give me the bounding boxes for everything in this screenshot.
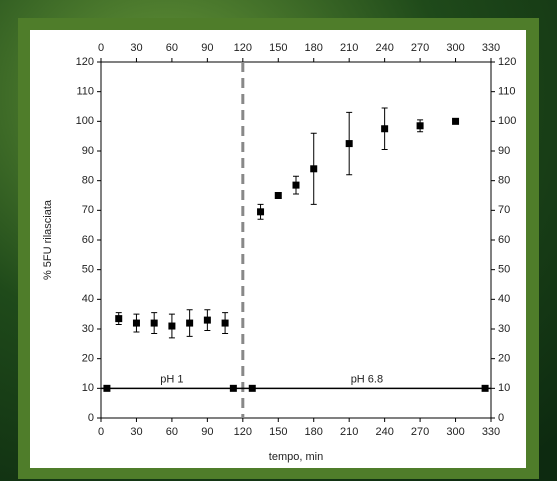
- y2-tick-label: 60: [498, 234, 510, 246]
- y-tick-label: 30: [82, 323, 94, 335]
- x-tick-label: 30: [130, 426, 142, 438]
- x-tick-label: 60: [166, 426, 178, 438]
- x-tick-label: 330: [482, 426, 500, 438]
- y2-tick-label: 100: [498, 115, 516, 127]
- x2-tick-label: 180: [305, 42, 323, 54]
- x2-tick-label: 240: [375, 42, 393, 54]
- x2-tick-label: 0: [98, 42, 104, 54]
- x2-tick-label: 90: [201, 42, 213, 54]
- x-tick-label: 180: [305, 426, 323, 438]
- annotation: pH 1: [160, 373, 183, 385]
- data-point: [452, 117, 460, 125]
- y-tick-label: 80: [82, 175, 94, 187]
- data-point: [103, 384, 111, 392]
- y-tick-label: 110: [76, 86, 94, 98]
- data-point: [381, 125, 389, 133]
- x-tick-label: 120: [234, 426, 252, 438]
- x2-tick-label: 30: [130, 42, 142, 54]
- y2-tick-label: 30: [498, 323, 510, 335]
- data-point: [248, 384, 256, 392]
- data-point: [229, 384, 237, 392]
- x-tick-label: 0: [98, 426, 104, 438]
- data-point: [274, 192, 282, 199]
- x-axis-label: tempo, min: [269, 451, 323, 463]
- y-tick-label: 20: [82, 353, 94, 365]
- x2-tick-label: 150: [269, 42, 287, 54]
- y2-tick-label: 120: [498, 56, 516, 68]
- x-tick-label: 210: [340, 426, 358, 438]
- y-tick-label: 60: [82, 234, 94, 246]
- data-point: [310, 165, 318, 173]
- data-point: [292, 181, 300, 189]
- data-point: [416, 122, 424, 130]
- y-tick-label: 40: [82, 293, 94, 305]
- x2-tick-label: 120: [234, 42, 252, 54]
- y-tick-label: 100: [76, 115, 94, 127]
- x2-tick-label: 270: [411, 42, 429, 54]
- x-tick-label: 270: [411, 426, 429, 438]
- y2-tick-label: 0: [498, 412, 504, 424]
- data-point: [150, 319, 158, 327]
- data-point: [257, 208, 265, 216]
- annotation: pH 6.8: [351, 373, 383, 385]
- panel: [30, 30, 526, 468]
- y2-tick-label: 20: [498, 353, 510, 365]
- y2-tick-label: 40: [498, 293, 510, 305]
- data-point: [115, 315, 123, 323]
- y2-tick-label: 80: [498, 175, 510, 187]
- y2-tick-label: 90: [498, 145, 510, 157]
- y2-tick-label: 50: [498, 264, 510, 276]
- y2-tick-label: 70: [498, 204, 510, 216]
- x2-tick-label: 300: [446, 42, 464, 54]
- x-tick-label: 150: [269, 426, 287, 438]
- data-point: [186, 319, 194, 327]
- y-axis-label: % 5FU rilasciata: [42, 199, 54, 280]
- y-tick-label: 70: [82, 204, 94, 216]
- x2-tick-label: 210: [340, 42, 358, 54]
- y2-tick-label: 10: [498, 382, 510, 394]
- data-point: [221, 319, 229, 327]
- x-tick-label: 240: [375, 426, 393, 438]
- data-point: [345, 140, 353, 148]
- data-point: [481, 384, 489, 392]
- x-tick-label: 90: [201, 426, 213, 438]
- y2-tick-label: 110: [498, 86, 516, 98]
- data-point: [168, 322, 176, 330]
- x2-tick-label: 330: [482, 42, 500, 54]
- data-point: [203, 316, 211, 324]
- x2-tick-label: 60: [166, 42, 178, 54]
- y-tick-label: 50: [82, 264, 94, 276]
- y-tick-label: 0: [88, 412, 94, 424]
- data-point: [132, 319, 140, 327]
- y-tick-label: 10: [82, 382, 94, 394]
- y-tick-label: 90: [82, 145, 94, 157]
- y-tick-label: 120: [76, 56, 94, 68]
- x-tick-label: 300: [446, 426, 464, 438]
